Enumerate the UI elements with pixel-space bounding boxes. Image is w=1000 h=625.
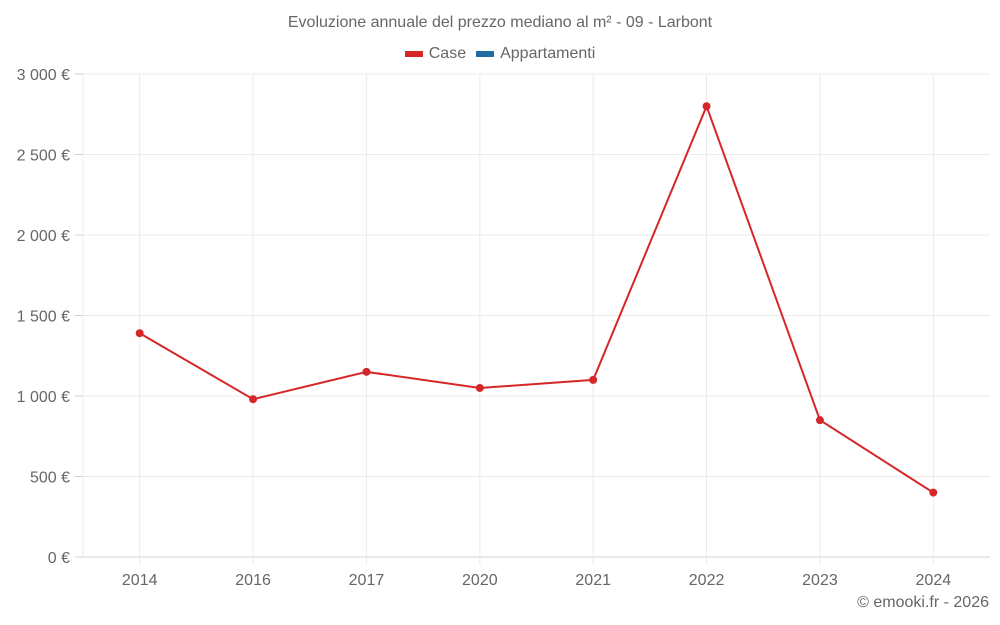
- y-tick-label: 500 €: [30, 470, 70, 487]
- x-tick-label: 2022: [689, 572, 725, 589]
- x-tick-label: 2021: [575, 572, 611, 589]
- x-tick-label: 2024: [916, 572, 952, 589]
- legend-item-case[interactable]: Case: [404, 45, 467, 63]
- data-point: [249, 395, 258, 404]
- legend-swatch-appartamenti: [476, 51, 495, 57]
- y-tick-label: 2 000 €: [17, 228, 70, 245]
- y-tick-label: 1 500 €: [17, 309, 70, 326]
- data-point: [929, 488, 938, 497]
- data-point: [475, 383, 484, 392]
- legend-item-appartamenti[interactable]: Appartamenti: [476, 45, 595, 63]
- y-tick-label: 2 500 €: [17, 148, 70, 165]
- data-point: [362, 367, 371, 376]
- data-point: [702, 102, 711, 111]
- y-tick-label: 3 000 €: [17, 67, 70, 84]
- legend-label-appartamenti: Appartamenti: [500, 45, 596, 62]
- series-line-case: [139, 103, 934, 494]
- x-tick-label: 2014: [122, 572, 158, 589]
- legend-swatch-case: [404, 51, 423, 57]
- data-point: [815, 416, 824, 425]
- x-tick-label: 2023: [802, 572, 838, 589]
- x-tick-label: 2020: [462, 572, 498, 589]
- chart-title: Evoluzione annuale del prezzo mediano al…: [287, 14, 713, 31]
- x-tick-label: 2016: [235, 572, 271, 589]
- data-point: [135, 329, 144, 338]
- credit-text: © emooki.fr - 2026: [857, 594, 989, 611]
- legend-label-case: Case: [428, 45, 467, 62]
- data-point: [589, 375, 598, 384]
- y-tick-label: 1 000 €: [17, 389, 70, 406]
- y-tick-label: 0 €: [48, 550, 70, 567]
- legend: Case Appartamenti: [0, 45, 1000, 63]
- x-tick-label: 2017: [349, 572, 385, 589]
